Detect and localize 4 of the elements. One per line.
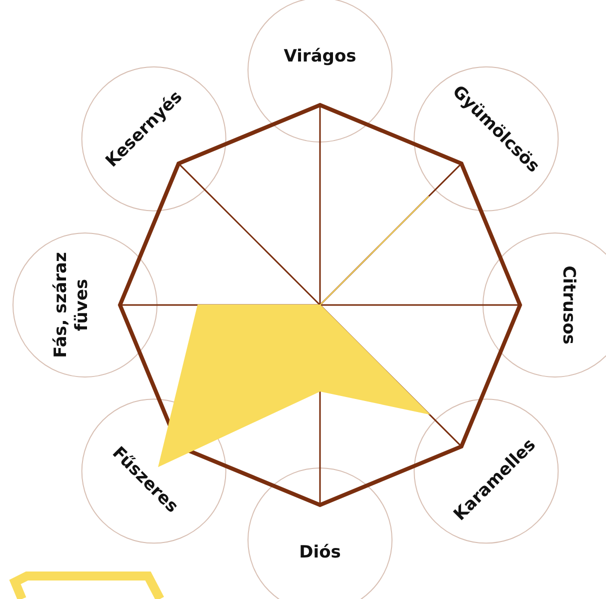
spoke-label: Virágos — [284, 46, 356, 66]
spoke-label: Fás, száraz füves — [50, 252, 92, 358]
spoke-label: Diós — [299, 542, 341, 562]
spoke-label: Citrusos — [558, 266, 579, 344]
